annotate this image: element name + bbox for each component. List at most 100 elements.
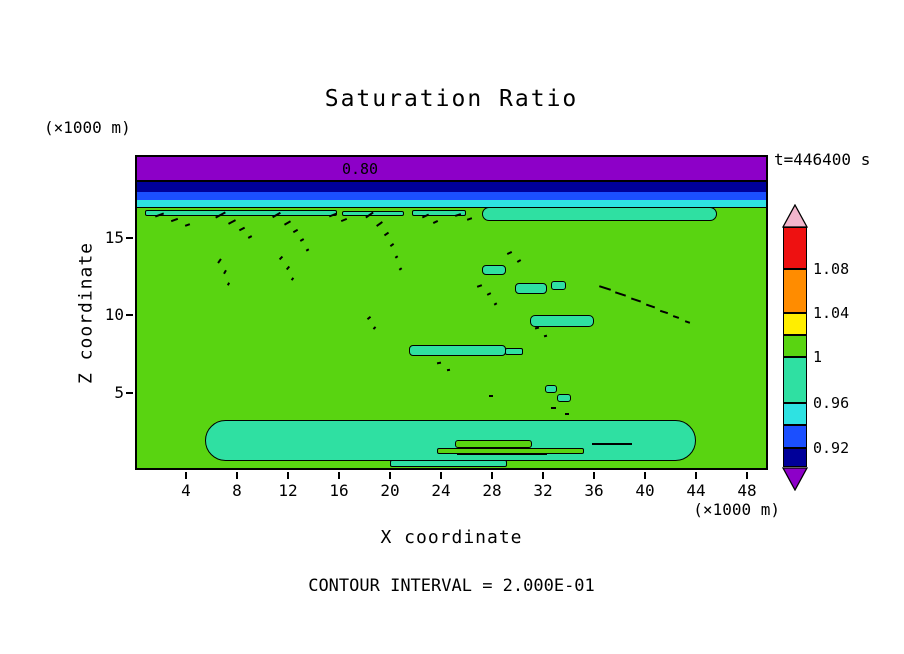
saturation-pocket [545,385,557,393]
saturation-pocket [412,210,466,216]
contour-interval-caption: CONTOUR INTERVAL = 2.000E-01 [308,576,595,596]
contour-dash [551,407,556,409]
x-tick-label: 28 [482,481,502,500]
contour-dash [614,291,627,297]
colorbar-tick-label: 1.04 [813,304,850,322]
x-tick-label: 8 [232,481,242,500]
colorbar-segment [783,357,807,403]
saturation-pocket [482,265,506,275]
x-tick [185,472,187,479]
saturation-pocket [515,283,547,294]
lens-inner-contour [455,440,532,448]
x-axis-label: X coordinate [380,527,523,548]
contour-dash [454,213,462,217]
x-tick [542,472,544,479]
contour-band [137,157,766,182]
saturation-pocket [530,315,594,327]
saturation-pocket [482,207,717,221]
contour-dash [170,217,179,223]
y-tick [126,314,133,316]
x-tick [440,472,442,479]
y-tick [126,236,133,239]
colorbar-segment [783,425,807,448]
x-tick [644,472,646,479]
colorbar-segment [783,269,807,313]
contour-dash [372,326,377,330]
contour-dash [184,223,191,227]
contour-dash [486,292,492,296]
contour-dash [672,315,680,319]
colorbar-segment [783,227,807,269]
contour-dash [376,221,383,227]
contour-dash [565,413,569,415]
colorbar-segment [783,448,807,467]
contour-band [137,200,766,208]
contour-dash [383,231,390,237]
x-tick-label: 24 [431,481,451,500]
contour-dash [394,255,399,259]
contour-dash [645,303,656,309]
contour-band [137,192,766,200]
x-tick-label: 48 [737,481,757,500]
saturation-pocket [205,420,696,461]
contour-dash [285,265,291,271]
contour-dash [493,302,498,306]
contour-dash [630,297,642,303]
y-tick-label: 5 [114,382,124,402]
colorbar-segment [783,335,807,357]
colorbar-tick-label: 1.08 [813,260,850,278]
contour-dash [340,217,348,223]
contour-dash [466,217,473,221]
colorbar-arrow-bottom [781,467,809,495]
colorbar-tick-label: 0.92 [813,439,850,457]
contour-dash [227,219,237,225]
x-tick-label: 4 [181,481,191,500]
colorbar-segment [783,403,807,425]
x-tick-label: 20 [380,481,400,500]
contour-dash [223,269,227,275]
contour-dash [217,258,222,264]
x-tick-label: 16 [329,481,349,500]
contour-dash [366,315,372,321]
contour-dash [247,235,253,239]
saturation-pocket [409,345,506,356]
contour-line-label: 0.80 [335,160,385,179]
y-tick-label: 10 [104,305,124,324]
contour-line-segment [457,454,547,455]
contour-dash [684,320,691,324]
chart-title: Saturation Ratio [324,86,579,112]
x-tick-label: 12 [278,481,298,500]
saturation-pocket [145,210,337,216]
contour-line-segment [592,443,632,445]
contour-band [137,182,766,192]
y-axis-label: Z coordinate [75,241,97,385]
x-tick [491,472,493,479]
contour-dash [432,220,439,224]
saturation-pocket [557,394,571,402]
colorbar-segment [783,313,807,335]
contour-dash [516,259,522,263]
contour-dash [278,255,284,261]
saturation-pocket [390,460,507,467]
y-axis-unit: (×1000 m) [44,118,131,137]
x-tick-label: 40 [635,481,655,500]
saturation-pocket [551,281,566,290]
plot-area: 0.80 [135,155,768,470]
contour-dash [226,282,231,286]
x-axis-unit: (×1000 m) [693,500,780,519]
contour-field: 0.80 [137,157,766,468]
x-tick-label: 32 [533,481,553,500]
lens-inner-contour [437,448,584,454]
colorbar-tick-label: 0.96 [813,394,850,412]
contour-dash [534,326,540,330]
colorbar [781,203,809,496]
contour-dash [598,285,612,291]
contour-dash [446,368,451,372]
x-tick-label: 44 [686,481,706,500]
contour-dash [436,361,442,365]
x-tick-label: 36 [584,481,604,500]
contour-dash [238,226,246,232]
contour-dash [506,251,513,255]
x-tick [236,472,238,479]
